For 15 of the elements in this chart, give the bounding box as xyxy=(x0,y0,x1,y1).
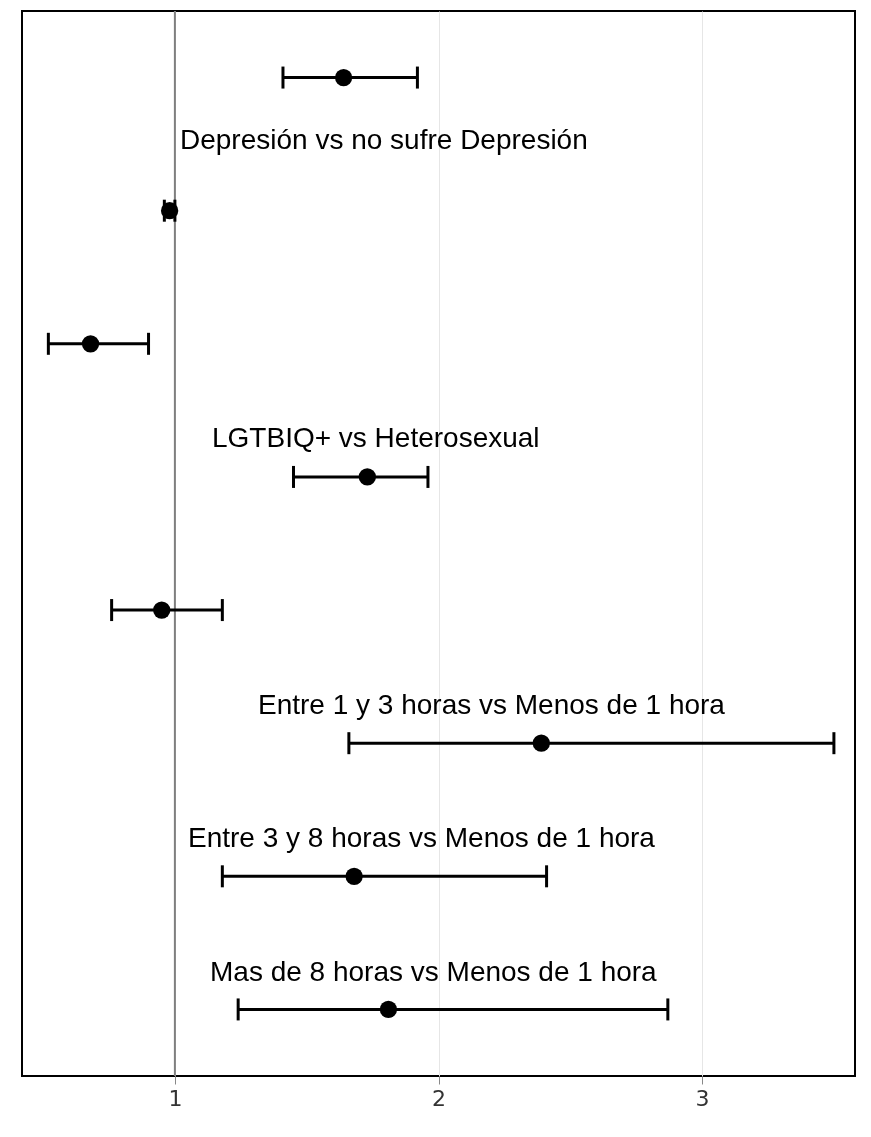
x-tick-label: 2 xyxy=(432,1085,446,1111)
annotation: Entre 3 y 8 horas vs Menos de 1 hora xyxy=(188,822,656,853)
annotation: Mas de 8 horas vs Menos de 1 hora xyxy=(210,956,658,987)
x-tick-label: 3 xyxy=(695,1085,710,1111)
point xyxy=(532,734,550,752)
point xyxy=(153,601,171,619)
point xyxy=(358,468,376,486)
point xyxy=(81,335,100,353)
point xyxy=(379,1000,398,1019)
annotation: Depresión vs no sufre Depresión xyxy=(180,124,588,155)
annotation: Entre 1 y 3 horas vs Menos de 1 hora xyxy=(258,689,726,720)
x-tick-label: 1 xyxy=(168,1085,183,1111)
point xyxy=(345,867,363,885)
point xyxy=(334,68,353,87)
annotation: LGTBIQ+ vs Heterosexual xyxy=(212,422,540,453)
